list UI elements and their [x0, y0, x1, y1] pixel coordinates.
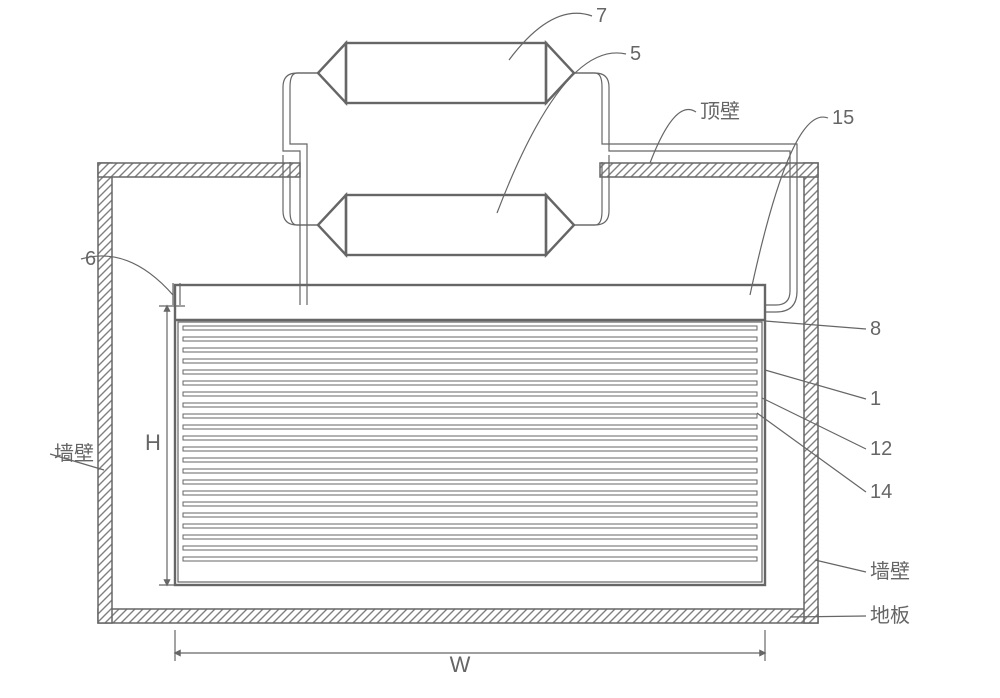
heat-exchangers	[318, 43, 574, 255]
dim-H-label: H	[145, 430, 161, 455]
panel-channel	[183, 535, 757, 539]
panel-channel	[183, 414, 757, 418]
panel-channel	[183, 469, 757, 473]
panel-channel	[183, 513, 757, 517]
diagram-root: HW 75顶壁156811214墙壁墙壁地板	[0, 0, 1000, 698]
panel-channel	[183, 425, 757, 429]
panel-channel	[183, 491, 757, 495]
callout-wall-left: 墙壁	[54, 442, 94, 465]
callout-8: 8	[870, 318, 881, 340]
panel-channel	[183, 381, 757, 385]
panel-channel	[183, 458, 757, 462]
panel-channel	[183, 502, 757, 506]
dim-W-label: W	[450, 652, 471, 677]
panel-channel	[183, 370, 757, 374]
enclosure-walls	[98, 163, 818, 623]
panel-channel	[183, 326, 757, 330]
callout-7: 7	[596, 5, 607, 27]
panel-channel	[183, 403, 757, 407]
callout-15: 15	[832, 107, 854, 129]
callout-leaders: 75顶壁156811214墙壁墙壁地板	[50, 5, 910, 627]
panel-channel	[183, 337, 757, 341]
callout-1: 1	[870, 388, 881, 410]
panel-channel	[183, 447, 757, 451]
heat-exchanger-bottom	[318, 195, 574, 255]
panel-channel	[183, 392, 757, 396]
heat-exchanger-top	[318, 43, 574, 103]
panel-channel	[183, 348, 757, 352]
panel-channel	[183, 557, 757, 561]
leader-top-wall	[650, 110, 696, 163]
panel-channel	[183, 359, 757, 363]
leader-wall-right	[815, 560, 866, 572]
callout-12: 12	[870, 438, 892, 460]
radiant-panel	[175, 285, 765, 585]
panel-channel	[183, 480, 757, 484]
callout-floor: 地板	[870, 604, 910, 627]
callout-5: 5	[630, 43, 641, 65]
panel-channel	[183, 436, 757, 440]
callout-wall-right: 墙壁	[870, 560, 910, 583]
panel-channel	[183, 524, 757, 528]
callout-14: 14	[870, 481, 892, 503]
panel-channel	[183, 546, 757, 550]
panel-inner	[178, 322, 762, 582]
leader-7	[509, 13, 592, 60]
callout-6: 6	[85, 248, 96, 270]
callout-top-wall: 顶壁	[700, 100, 740, 123]
